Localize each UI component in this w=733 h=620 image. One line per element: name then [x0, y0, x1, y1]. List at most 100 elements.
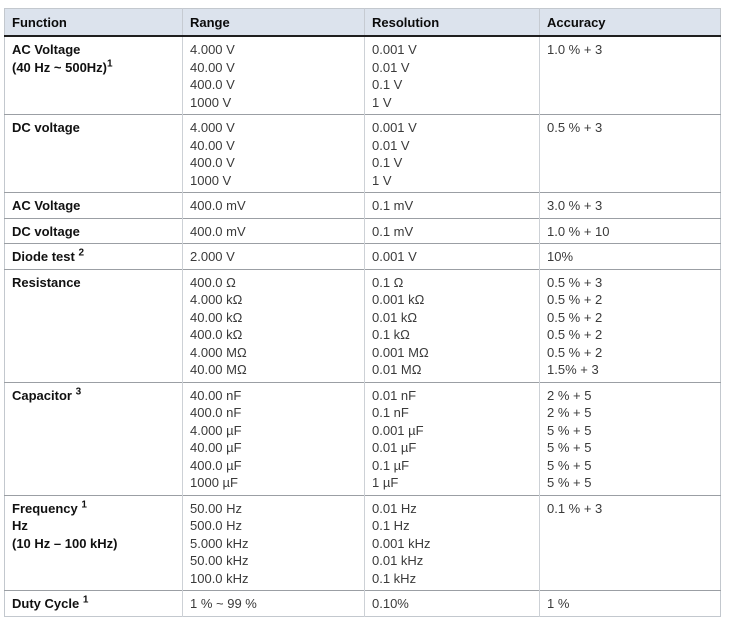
accuracy-value: 2 % + 5: [547, 405, 592, 420]
column-header-resolution: Resolution: [364, 8, 540, 37]
resolution-value: 0.01 µF: [372, 440, 417, 455]
accuracy-value: 1.0 % + 3: [547, 42, 603, 57]
accuracy-cell: 1.0 % + 3: [539, 36, 721, 115]
range-cell: 4.000 V 40.00 V 400.0 V 1000 V: [182, 114, 365, 193]
spec-table-header: Function Range Resolution Accuracy: [4, 8, 721, 37]
function-line: Frequency 1: [12, 499, 87, 516]
range-value: 400.0 mV: [190, 223, 246, 239]
range-value: 1000 V: [190, 94, 232, 110]
resolution-value: 1 V: [372, 172, 392, 188]
range-cell: 1 % ~ 99 %: [182, 590, 365, 616]
range-cell: 4.000 V 40.00 V 400.0 V 1000 V: [182, 36, 365, 115]
resolution-cell: 0.1 mV: [364, 192, 540, 218]
range-value: 400.0 µF: [190, 457, 242, 473]
range-value: 1000 V: [190, 172, 232, 188]
accuracy-value: 0.5 % + 2: [547, 292, 603, 307]
accuracy-value: 0.5 % + 2: [547, 327, 603, 342]
resolution-cell: 0.001 V 0.01 V 0.1 V 1 V: [364, 36, 540, 115]
function-cell: Diode test 2: [4, 243, 183, 269]
accuracy-value: 0.5 % + 3: [547, 274, 603, 290]
footnote-superscript: 1: [81, 499, 87, 511]
function-cell: AC Voltage (40 Hz ~ 500Hz)1: [5, 36, 183, 115]
range-cell: 2.000 V: [182, 243, 365, 269]
range-value: 50.00 kHz: [190, 553, 249, 568]
range-cell: 400.0 Ω 4.000 kΩ 40.00 kΩ 400.0 kΩ 4.000 MΩ 4…: [182, 268, 365, 382]
accuracy-value: 1.5% + 3: [547, 362, 599, 377]
range-value: 40.00 µF: [190, 440, 242, 455]
function-line: (40 Hz ~ 500Hz)1: [12, 58, 113, 75]
accuracy-cell: 2 % + 5 2 % + 5 5 % + 5 5 % + 5 5 % + 5 5 % +…: [539, 381, 721, 495]
resolution-value: 0.01 nF: [372, 387, 417, 403]
range-value: 4.000 V: [190, 120, 235, 135]
accuracy-value: 0.5 % + 2: [547, 344, 603, 360]
range-value: 40.00 V: [190, 59, 235, 75]
function-line: Resistance: [12, 274, 81, 290]
resolution-value: 0.1 Hz: [372, 518, 410, 533]
function-cell: AC Voltage: [4, 192, 183, 218]
resolution-value: 0.001 kHz: [372, 535, 431, 551]
function-line: Diode test 2: [12, 247, 85, 264]
accuracy-value: 0.5 % + 2: [547, 309, 603, 325]
resolution-value: 0.001 kΩ: [372, 292, 425, 307]
footnote-superscript: 1: [82, 594, 89, 606]
accuracy-value: 0.1 % + 3: [547, 500, 603, 516]
range-cell: 400.0 mV: [182, 192, 365, 218]
table-row: Capacitor 3 40.00 nF 400.0 nF 4.000 µF 40.00…: [4, 381, 721, 495]
accuracy-value: 5 % + 5: [547, 475, 592, 490]
resolution-cell: 0.01 Hz 0.1 Hz 0.001 kHz 0.01 kHz 0.1 kHz: [364, 494, 540, 591]
accuracy-value: 2 % + 5: [547, 387, 592, 403]
header-row: Function Range Resolution Accuracy: [4, 8, 721, 37]
range-cell: 400.0 mV: [182, 217, 365, 244]
resolution-value: 0.01 kHz: [372, 553, 424, 568]
resolution-value: 1 V: [372, 94, 392, 110]
column-header-range: Range: [182, 8, 365, 37]
range-value: 1 % ~ 99 %: [190, 596, 257, 611]
function-line: Hz: [12, 518, 28, 533]
range-cell: 50.00 Hz 500.0 Hz 5.000 kHz 50.00 kHz 100.0 …: [182, 494, 365, 591]
column-header-accuracy: Accuracy: [539, 8, 721, 37]
resolution-cell: 0.01 nF 0.1 nF 0.001 µF 0.01 µF 0.1 µF 1 µF: [364, 381, 540, 495]
accuracy-value: 5 % + 5: [547, 457, 592, 473]
function-cell: Capacitor 3: [4, 381, 183, 495]
function-cell: DC voltage: [4, 217, 183, 244]
function-line: AC Voltage: [12, 198, 81, 213]
range-value: 4.000 µF: [190, 422, 242, 438]
range-value: 40.00 nF: [190, 387, 242, 403]
accuracy-value: 5 % + 5: [547, 440, 592, 455]
range-value: 4.000 kΩ: [190, 292, 243, 307]
resolution-value: 0.1 µF: [372, 457, 410, 473]
resolution-value: 0.1 V: [372, 155, 403, 170]
resolution-value: 0.001 V: [372, 249, 417, 264]
range-value: 2.000 V: [190, 249, 235, 264]
accuracy-cell: 0.5 % + 3: [539, 114, 721, 193]
range-value: 1000 µF: [190, 475, 238, 490]
function-line: Duty Cycle 1: [12, 594, 89, 611]
accuracy-value: 1.0 % + 10: [547, 223, 610, 239]
resolution-value: 0.1 V: [372, 77, 403, 92]
function-cell: Resistance: [4, 268, 183, 382]
function-line: AC Voltage: [12, 42, 81, 57]
range-value: 400.0 V: [190, 155, 235, 170]
accuracy-cell: 0.5 % + 3 0.5 % + 2 0.5 % + 2 0.5 % + 2 0.5 …: [539, 268, 721, 382]
function-cell: Duty Cycle 1: [4, 590, 183, 616]
column-header-function: Function: [4, 8, 183, 37]
table-row: AC Voltage 400.0 mV 0.1 mV 3.0 % + 3: [4, 192, 721, 218]
function-line: DC voltage: [12, 223, 80, 239]
resolution-value: 1 µF: [372, 475, 399, 490]
accuracy-value: 10%: [547, 249, 574, 264]
range-value: 400.0 Ω: [190, 274, 236, 290]
resolution-value: 0.01 kΩ: [372, 309, 418, 325]
spec-table-body: AC Voltage (40 Hz ~ 500Hz)1 4.000 V 40.00 V…: [4, 36, 721, 616]
range-value: 4.000 MΩ: [190, 344, 247, 360]
function-cell: Frequency 1 Hz (10 Hz – 100 kHz): [4, 494, 183, 591]
footnote-superscript: 2: [78, 247, 85, 259]
resolution-value: 0.001 µF: [372, 422, 424, 438]
resolution-value: 0.1 Ω: [372, 274, 404, 290]
range-value: 500.0 Hz: [190, 518, 243, 533]
table-row: Frequency 1 Hz (10 Hz – 100 kHz) 50.00 Hz 50…: [4, 494, 721, 591]
spec-table: Function Range Resolution Accuracy AC Vo…: [4, 8, 721, 617]
function-line: DC voltage: [12, 120, 80, 135]
range-cell: 40.00 nF 400.0 nF 4.000 µF 40.00 µF 400.0 µF…: [182, 381, 365, 495]
function-line: (10 Hz – 100 kHz): [12, 535, 118, 551]
table-row: Resistance 400.0 Ω 4.000 kΩ 40.00 kΩ 400.0 k…: [4, 268, 721, 382]
